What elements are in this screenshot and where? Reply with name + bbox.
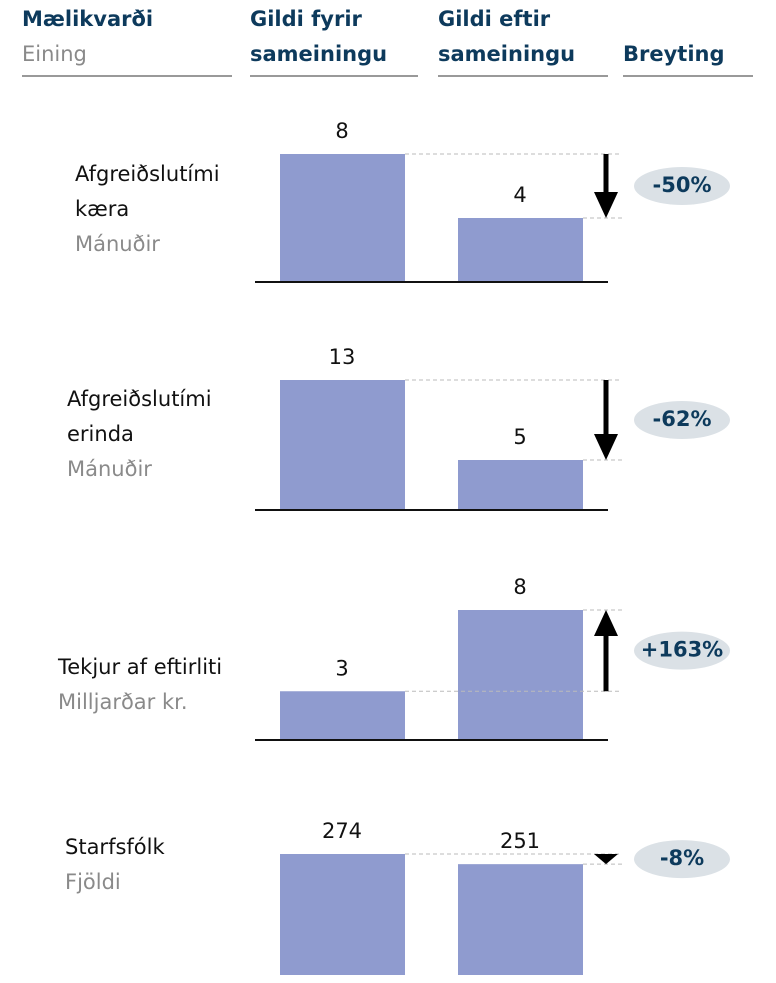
value-before: 274: [322, 819, 362, 843]
change-value: -62%: [653, 407, 712, 431]
header-metric: Mælikvarði: [22, 7, 153, 31]
value-before: 3: [335, 656, 348, 680]
arrow-head: [594, 192, 618, 218]
bar-after: [458, 460, 583, 510]
change-pill: [634, 167, 730, 205]
row-unit: Mánuðir: [75, 232, 160, 256]
row-label: Tekjur af eftirliti: [57, 655, 222, 679]
arrow-head: [594, 854, 618, 865]
row-label: kæra: [75, 197, 129, 221]
value-before: 8: [335, 119, 348, 143]
header-after: sameiningu: [438, 42, 575, 66]
change-pill: [634, 840, 730, 879]
arrow-head: [594, 610, 618, 636]
value-after: 251: [500, 829, 540, 853]
arrow-head: [594, 434, 618, 460]
value-after: 8: [513, 575, 526, 599]
value-after: 5: [513, 425, 526, 449]
header-before: Gildi fyrir: [250, 7, 363, 31]
change-value: -8%: [660, 846, 704, 870]
bar-after: [458, 218, 583, 282]
row-label: Afgreiðslutími: [67, 387, 212, 411]
bar-before: [280, 854, 405, 975]
bar-before: [280, 691, 405, 740]
header-before: sameiningu: [250, 42, 387, 66]
change-pill: [634, 401, 730, 439]
header-after: Gildi eftir: [438, 7, 551, 31]
bar-after: [458, 864, 583, 975]
bar-before: [280, 380, 405, 510]
row-label: erinda: [67, 422, 134, 446]
header-unit: Eining: [22, 42, 87, 66]
row-unit: Milljarðar kr.: [58, 690, 188, 714]
header-change: Breyting: [623, 42, 725, 66]
change-pill: [634, 631, 730, 670]
bar-before: [280, 154, 405, 282]
change-value: +163%: [641, 638, 723, 662]
value-before: 13: [329, 345, 356, 369]
row-label: Starfsfólk: [65, 835, 165, 859]
change-value: -50%: [653, 173, 712, 197]
value-after: 4: [513, 183, 526, 207]
row-label: Afgreiðslutími: [75, 162, 220, 186]
row-unit: Mánuðir: [67, 457, 152, 481]
row-unit: Fjöldi: [65, 870, 121, 894]
bar-after: [458, 610, 583, 740]
